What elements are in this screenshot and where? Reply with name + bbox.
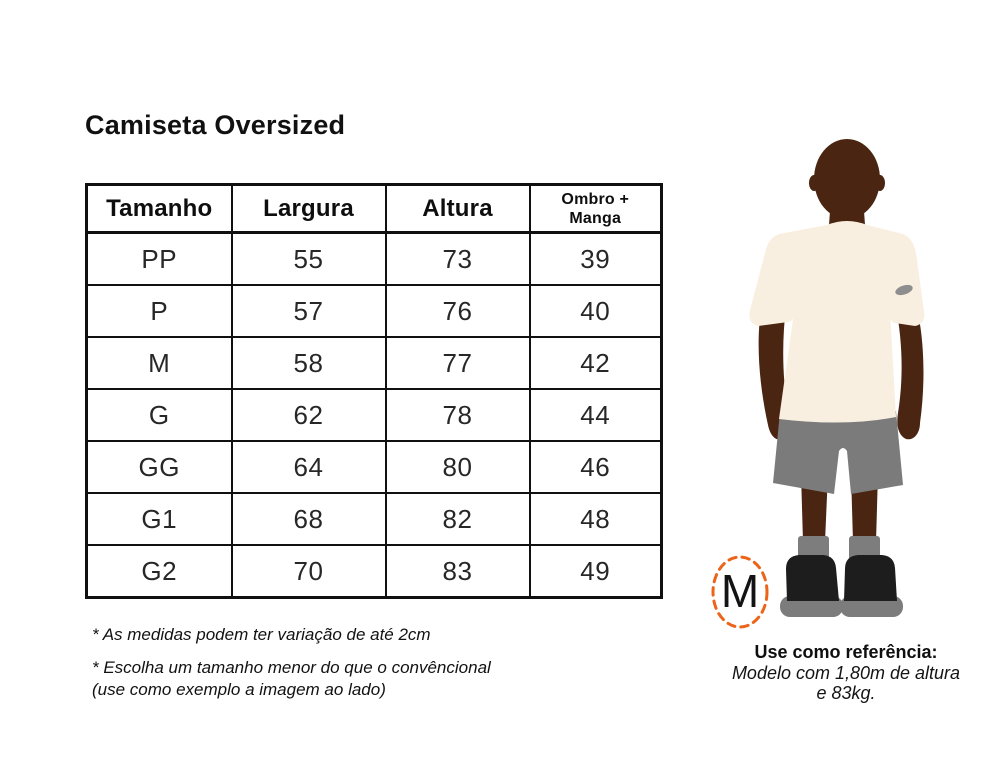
table-row: GG 64 80 46 [85, 440, 663, 494]
table-row: M 58 77 42 [85, 336, 663, 390]
cell-ombro-manga: 40 [528, 284, 663, 338]
cell-altura: 78 [384, 388, 531, 442]
cell-size: GG [85, 440, 233, 494]
model-right-shoe [844, 555, 897, 601]
sizing-advice-line1: * Escolha um tamanho menor do que o conv… [92, 658, 491, 677]
model-right-shoe-sole [840, 596, 903, 617]
cell-ombro-manga: 39 [528, 231, 663, 286]
cell-altura: 80 [384, 440, 531, 494]
cell-altura: 77 [384, 336, 531, 390]
model-shorts [773, 411, 903, 494]
header-altura: Altura [384, 183, 531, 234]
cell-ombro-manga: 49 [528, 544, 663, 599]
cell-altura: 83 [384, 544, 531, 599]
cell-ombro-manga: 48 [528, 492, 663, 546]
measurement-variation-note: * As medidas podem ter variação de até 2… [92, 625, 431, 644]
reference-caption-line1: Modelo com 1,80m de altura [731, 663, 961, 683]
cell-largura: 62 [230, 388, 387, 442]
cell-ombro-manga: 46 [528, 440, 663, 494]
cell-ombro-manga: 44 [528, 388, 663, 442]
model-left-ear [809, 175, 819, 191]
size-table: Tamanho Largura Altura Ombro + Manga PP … [85, 183, 663, 599]
cell-size: M [85, 336, 233, 390]
size-badge-letter: M [721, 565, 759, 617]
model-figure: M [711, 139, 925, 629]
cell-altura: 82 [384, 492, 531, 546]
cell-largura: 68 [230, 492, 387, 546]
size-badge-circle [711, 555, 769, 629]
reference-caption: Use como referência: Modelo com 1,80m de… [700, 641, 992, 703]
model-left-shoe [786, 555, 839, 601]
table-row: P 57 76 40 [85, 284, 663, 338]
model-right-ear [875, 175, 885, 191]
header-largura: Largura [230, 183, 387, 234]
cell-size: P [85, 284, 233, 338]
model-tshirt [749, 221, 925, 423]
sizing-advice-line2: (use como exemplo a imagem ao lado) [92, 680, 386, 699]
header-ombro-manga: Ombro + Manga [528, 183, 663, 234]
table-row: G 62 78 44 [85, 388, 663, 442]
model-left-shoe-sole [780, 596, 843, 617]
model-right-arm [896, 305, 924, 440]
model-head [814, 139, 880, 219]
cell-ombro-manga: 42 [528, 336, 663, 390]
reference-caption-title: Use como referência: [754, 642, 938, 662]
cell-size: G [85, 388, 233, 442]
cell-largura: 70 [230, 544, 387, 599]
cell-largura: 57 [230, 284, 387, 338]
size-badge: M [711, 555, 769, 629]
table-header-row: Tamanho Largura Altura Ombro + Manga [85, 183, 663, 234]
cell-altura: 73 [384, 231, 531, 286]
cell-largura: 58 [230, 336, 387, 390]
cell-size: PP [85, 231, 233, 286]
table-row: PP 55 73 39 [85, 231, 663, 286]
sleeve-logo [895, 284, 913, 296]
header-tamanho: Tamanho [85, 183, 233, 234]
cell-altura: 76 [384, 284, 531, 338]
cell-size: G2 [85, 544, 233, 599]
page-title: Camiseta Oversized [85, 110, 346, 140]
cell-largura: 64 [230, 440, 387, 494]
cell-size: G1 [85, 492, 233, 546]
reference-caption-line2: e 83kg. [816, 683, 876, 703]
table-row: G2 70 83 49 [85, 544, 663, 599]
sizing-advice-note: * Escolha um tamanho menor do que o conv… [92, 657, 491, 701]
table-row: G1 68 82 48 [85, 492, 663, 546]
cell-largura: 55 [230, 231, 387, 286]
